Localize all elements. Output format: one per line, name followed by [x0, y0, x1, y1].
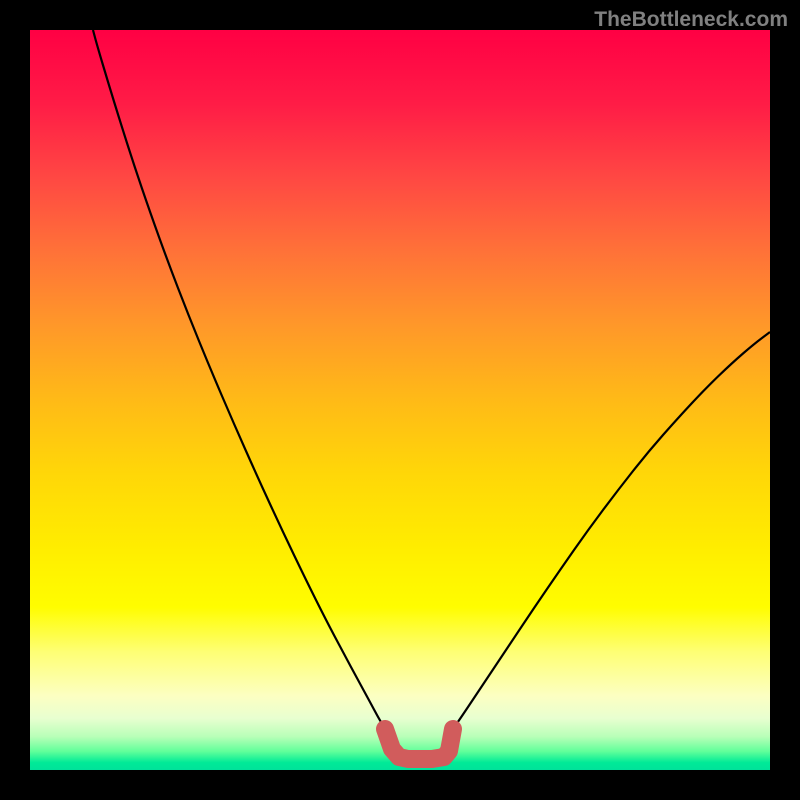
watermark-text: TheBottleneck.com	[594, 8, 788, 32]
chart-svg	[0, 0, 800, 800]
gradient-background	[30, 30, 770, 770]
